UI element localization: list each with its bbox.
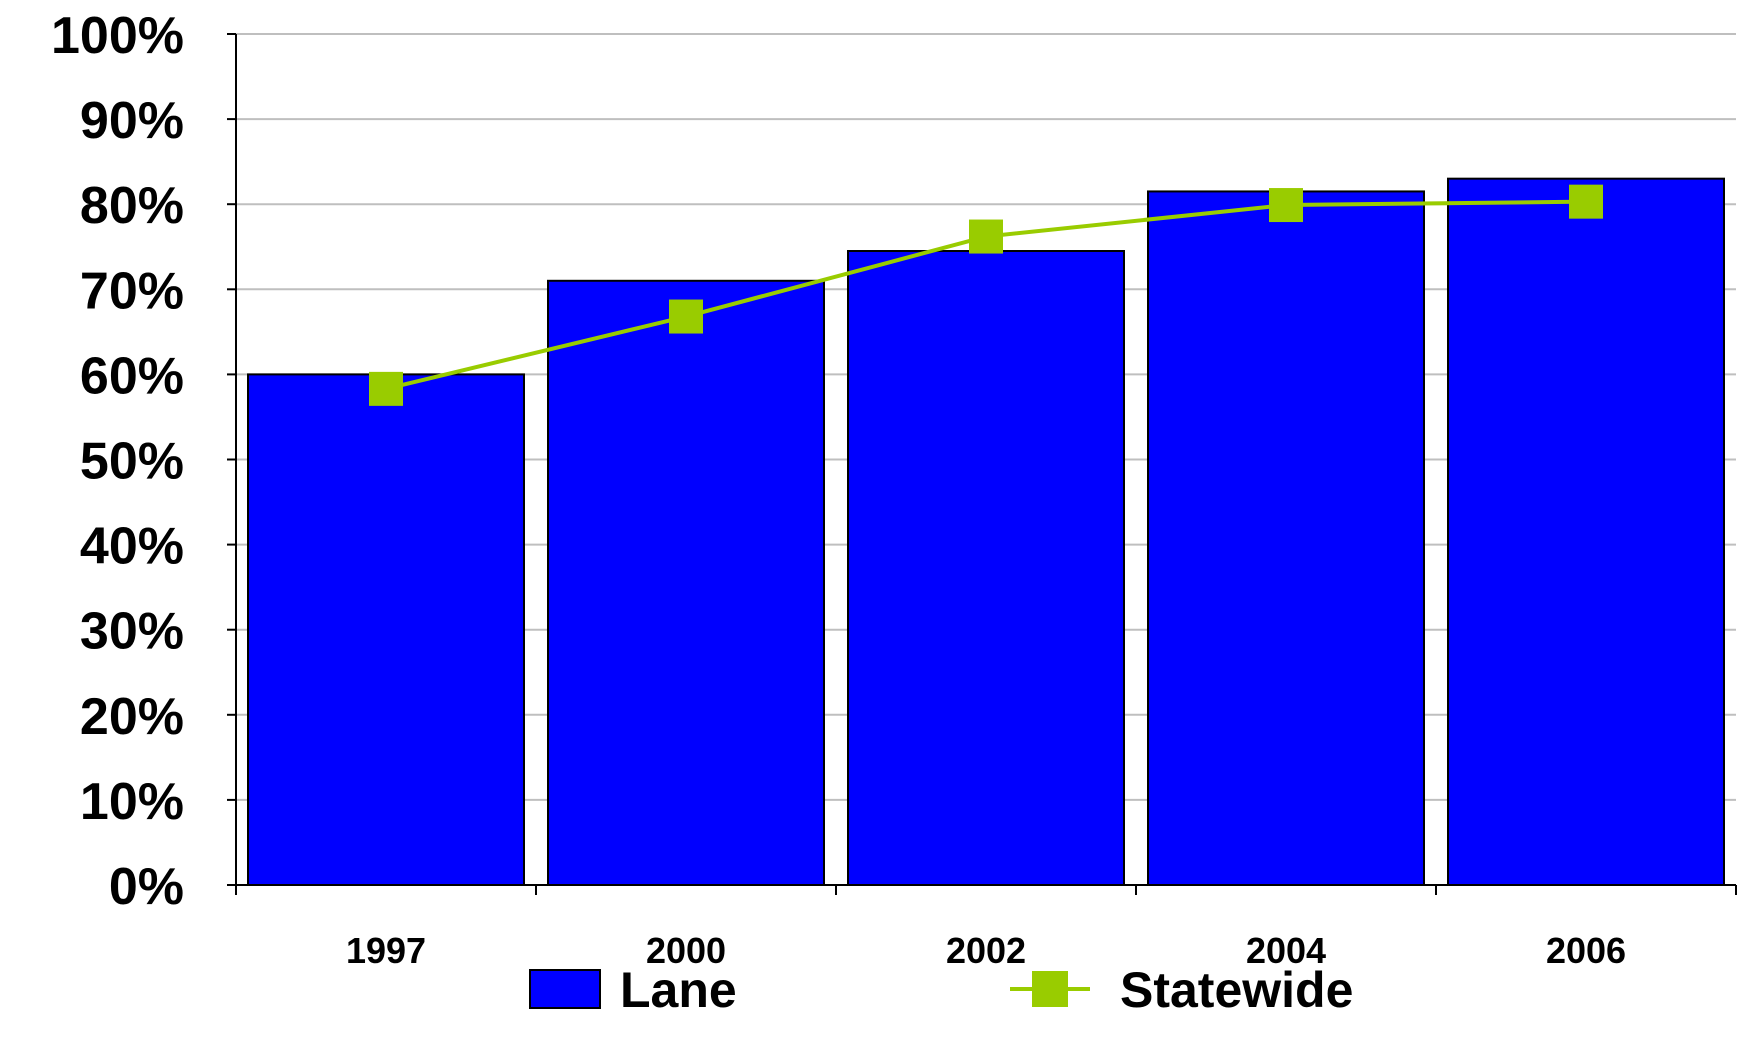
bar-series-lane	[247, 177, 1725, 887]
y-tick-label: 20%	[80, 688, 184, 746]
y-tick-label: 70%	[80, 262, 184, 320]
bar-lane	[1447, 177, 1725, 887]
legend-label-statewide: Statewide	[1120, 962, 1353, 1018]
bar-lane	[1147, 190, 1425, 886]
line-series-statewide	[369, 184, 1603, 406]
point-statewide	[969, 219, 1003, 254]
y-tick-label: 100%	[51, 7, 184, 65]
legend-swatch-lane	[529, 969, 601, 1009]
legend: Lane Statewide	[529, 962, 1353, 1018]
x-tick-label: 1997	[346, 930, 426, 971]
axes	[227, 33, 1737, 895]
point-statewide	[1569, 184, 1603, 219]
y-tick-label: 60%	[80, 347, 184, 405]
x-axis-tick-labels: 1997 2000 2002 2004 2006	[346, 930, 1626, 971]
x-tick-label: 2004	[1246, 930, 1326, 971]
y-axis-tick-labels: 0% 10% 20% 30% 40% 50% 60% 70% 80% 90% 100%	[51, 7, 184, 916]
point-statewide	[669, 299, 703, 334]
legend-label-lane: Lane	[620, 962, 737, 1018]
y-tick-label: 10%	[80, 773, 184, 831]
x-tick-label: 2000	[646, 930, 726, 971]
bar-lane	[247, 373, 525, 886]
y-tick-label: 40%	[80, 518, 184, 576]
bar-lane	[847, 250, 1125, 886]
legend-marker-statewide	[1032, 971, 1068, 1007]
point-statewide	[1269, 188, 1303, 223]
point-statewide	[369, 371, 403, 406]
y-tick-label: 30%	[80, 603, 184, 661]
bar-lane	[547, 279, 825, 887]
y-tick-label: 80%	[80, 177, 184, 235]
y-tick-label: 50%	[80, 433, 184, 491]
x-tick-label: 2002	[946, 930, 1026, 971]
y-tick-label: 0%	[109, 858, 184, 916]
y-tick-label: 90%	[80, 92, 184, 150]
x-tick-label: 2006	[1546, 930, 1626, 971]
